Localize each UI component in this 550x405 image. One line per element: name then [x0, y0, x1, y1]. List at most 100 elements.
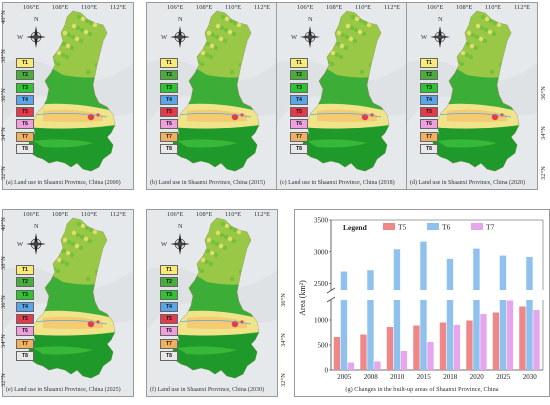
bar-t5 [413, 325, 420, 370]
legend-item-t2: T2 [420, 70, 438, 81]
y-tick-label: 0 [325, 367, 329, 375]
bar-t7 [506, 300, 514, 370]
compass-west-label: W [17, 34, 24, 41]
compass-north-label: N [34, 16, 39, 23]
latitude-tick: 34°N [540, 126, 547, 140]
bar-t7 [347, 362, 355, 370]
legend-item-t6: T6 [160, 119, 178, 130]
legend-item-t6: T6 [290, 119, 308, 130]
latitude-tick: 36°N [280, 293, 287, 307]
longitude-tick: 110°E [225, 4, 242, 11]
legend-item-t2: T2 [16, 70, 34, 81]
latitude-tick: 40°N [0, 217, 7, 231]
legend-item-t3: T3 [16, 82, 34, 93]
urban-core [491, 113, 499, 121]
bar-t6 [473, 248, 480, 290]
legend-item-t8: T8 [420, 144, 438, 155]
x-tick-label: 2008 [364, 373, 379, 381]
built-up-area-chart: 2500 3000 3500 0 500 1000 Area (km²) 2005 2008 20… [294, 209, 550, 397]
bar-t6 [340, 271, 348, 290]
legend-item-t8: T8 [160, 144, 178, 155]
x-tick-label: 2010 [390, 373, 405, 381]
legend-swatch-t7 [471, 223, 483, 230]
longitude-tick: 112°E [514, 4, 531, 11]
bar-t5 [439, 322, 447, 370]
legend-label: T6 [442, 223, 451, 232]
map-panel: N W T1 T2 T3 T4 T5 T6 T7 T8 106°E 108°E 110°E 112°E (f… [146, 209, 278, 397]
legend-item-t6: T6 [160, 326, 178, 337]
longitude-tick: 106°E [167, 211, 184, 218]
compass-north-label: N [34, 223, 39, 230]
chart-caption: (g) Changes in the built-up areas of Sha… [345, 386, 498, 393]
longitude-tick: 110°E [485, 4, 502, 11]
legend-swatch-t5 [383, 223, 395, 230]
legend-item-t8: T8 [16, 144, 34, 155]
compass-north-label: N [438, 16, 443, 23]
land-use-legend: T1 T2 T3 T4 T5 T6 T7 T8 [16, 265, 34, 363]
land-use-legend: T1 T2 T3 T4 T5 T6 T7 T8 [160, 58, 178, 156]
legend-item-t4: T4 [160, 94, 178, 105]
bar-t5 [492, 312, 500, 370]
bar-t6 [526, 256, 533, 290]
longitude-tick: 108°E [196, 211, 213, 218]
panel-caption: (f) Land use in Shaanxi Province, China … [150, 387, 264, 393]
longitude-tick: 106°E [167, 4, 184, 11]
bar-t6-base [473, 300, 480, 370]
compass-rose-icon [170, 233, 190, 255]
axis-break-mark [326, 296, 336, 303]
latitude-tick: 40°N [0, 10, 7, 24]
legend-item-t7: T7 [420, 131, 438, 142]
compass-north-label: N [178, 16, 183, 23]
latitude-tick: 36°N [540, 86, 547, 100]
bar-t5 [466, 320, 473, 370]
legend-item-t7: T7 [16, 131, 34, 142]
bar-t6 [393, 249, 401, 290]
x-tick-label: 2030 [523, 373, 538, 381]
bar-t6 [499, 255, 507, 290]
legend-label: T5 [398, 223, 407, 232]
legend-item-t2: T2 [16, 277, 34, 288]
longitude-tick: 110°E [225, 211, 242, 218]
land-use-legend: T1 T2 T3 T4 T5 T6 T7 T8 [160, 265, 178, 363]
latitude-tick: 34°N [0, 127, 7, 141]
longitude-tick: 106°E [427, 4, 444, 11]
legend-item-t3: T3 [290, 82, 308, 93]
legend-item-t7: T7 [160, 338, 178, 349]
bar-t6-base [420, 300, 427, 370]
longitude-tick: 108°E [456, 4, 473, 11]
longitude-tick: 110°E [81, 211, 98, 218]
shaanxi-land-use-map [407, 3, 537, 189]
panel-caption: (e) Land use in Shaanxi Province, China … [6, 387, 121, 393]
legend-item-t1: T1 [290, 58, 308, 68]
urban-core [231, 113, 239, 121]
bar-t6 [367, 270, 374, 290]
shaanxi-land-use-map [3, 3, 133, 189]
legend-item-t4: T4 [16, 94, 34, 105]
map-panel: N W T1 T2 T3 T4 T5 T6 T7 T8 106°E 108°E 110°E 112°E (b… [146, 2, 278, 190]
bar-t7 [427, 342, 434, 370]
latitude-tick: 36°N [0, 88, 7, 102]
legend-item-t5: T5 [16, 314, 34, 325]
legend-item-t6: T6 [16, 119, 34, 130]
bar-t5 [360, 334, 367, 370]
bar-t7 [533, 310, 540, 370]
y-tick-label: 1000 [314, 317, 329, 325]
legend-item-t1: T1 [16, 265, 34, 275]
axis-break-mark [326, 287, 336, 294]
bar-t6-base [499, 300, 507, 370]
bar-t6-base [367, 300, 374, 370]
longitude-tick: 108°E [52, 4, 69, 11]
panel-caption: (c) Land use in Shaanxi Province, China … [280, 180, 395, 186]
legend-item-t1: T1 [16, 58, 34, 68]
x-tick-label: 2025 [496, 373, 511, 381]
land-use-legend: T1 T2 T3 T4 T5 T6 T7 T8 [420, 58, 438, 156]
longitude-tick: 106°E [297, 4, 314, 11]
legend-item-t6: T6 [420, 119, 438, 130]
legend-item-t3: T3 [160, 289, 178, 300]
shaanxi-land-use-map [277, 3, 407, 189]
legend-item-t2: T2 [160, 277, 178, 288]
longitude-tick: 112°E [254, 211, 271, 218]
map-panel: N W T1 T2 T3 T4 T5 T6 T7 T8 106°E 108°E 110°E 112°E (a… [2, 2, 134, 190]
urban-core [87, 320, 95, 328]
compass-rose-icon [26, 233, 46, 255]
